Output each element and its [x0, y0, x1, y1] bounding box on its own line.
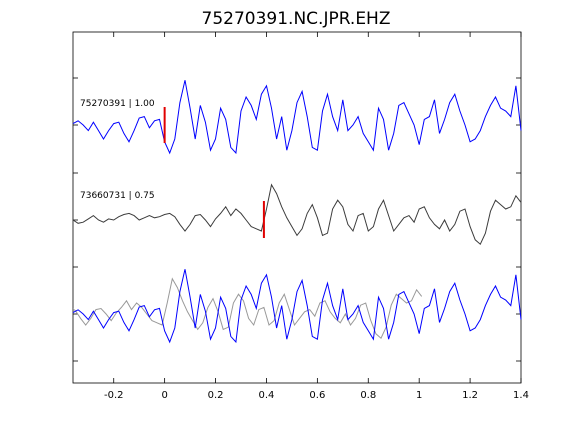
x-tick-label: 1.4: [513, 390, 529, 401]
x-tick-label: 1: [416, 390, 422, 401]
trace-labels: 75270391 | 1.00 73660731 | 0.75: [80, 99, 155, 201]
x-tick-label: 0.6: [309, 390, 325, 401]
trace-line-secondary: [72, 183, 522, 246]
x-tick-label: -0.2: [104, 390, 124, 401]
trace-label-primary: 75270391 | 1.00: [80, 99, 155, 109]
axis-ticks: [73, 32, 522, 383]
x-tick-label: 0: [161, 390, 167, 401]
plot-frame: [72, 31, 522, 384]
x-tick-label: 0.4: [259, 390, 275, 401]
x-tick-label: 0.8: [360, 390, 376, 401]
x-tick-label: 0.2: [208, 390, 224, 401]
x-tick-labels: -0.2 0 0.2 0.4 0.6 0.8 1 1.2 1.4: [104, 390, 529, 401]
chart-title: 75270391.NC.JPR.EHZ: [202, 9, 391, 29]
overlay-trace-primary: [72, 269, 522, 344]
overlay-trace-secondary: [73, 277, 423, 340]
traces-group: [72, 80, 522, 344]
x-tick-label: 1.2: [462, 390, 478, 401]
trace-label-secondary: 73660731 | 0.75: [80, 191, 155, 201]
trace-line-primary: [72, 80, 522, 155]
